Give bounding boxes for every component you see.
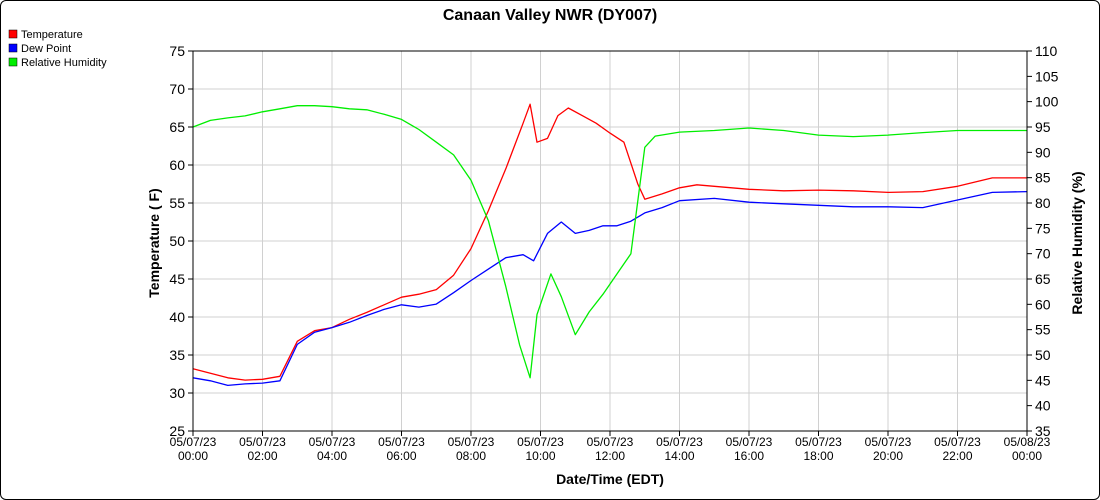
y-left-tick-label: 25 <box>169 423 185 439</box>
series-line-dew-point <box>192 190 1028 387</box>
y-right-tick-label: 45 <box>1035 372 1051 388</box>
y-left-tick-label: 55 <box>169 195 185 211</box>
legend-label-dew-point: Dew Point <box>21 43 71 55</box>
y-right-tick-label: 55 <box>1035 322 1051 338</box>
x-tick-time: 18:00 <box>803 449 833 463</box>
legend-swatch-relative-humidity <box>8 57 18 67</box>
x-tick-date: 05/07/23 <box>865 435 912 449</box>
y-left-tick-label: 65 <box>169 119 185 135</box>
x-tick-time: 16:00 <box>734 449 764 463</box>
y-right-tick-label: 85 <box>1035 170 1051 186</box>
chart-title: Canaan Valley NWR (DY007) <box>443 7 657 24</box>
x-axis-label: Date/Time (EDT) <box>556 471 664 487</box>
y-right-tick-label: 40 <box>1035 398 1051 414</box>
y-right-tick-label: 90 <box>1035 144 1051 160</box>
y-left-tick-label: 75 <box>169 43 185 59</box>
legend: Temperature Dew Point Relative Humidity <box>8 29 107 69</box>
grid <box>192 50 1028 432</box>
x-tick-time: 22:00 <box>942 449 972 463</box>
y-left-tick-label: 30 <box>169 385 185 401</box>
x-tick-time: 00:00 <box>1012 449 1042 463</box>
x-tick-date: 05/07/23 <box>170 435 217 449</box>
x-tick-date: 05/07/23 <box>309 435 356 449</box>
y-left-tick-label: 60 <box>169 157 185 173</box>
y-right-tick-label: 80 <box>1035 195 1051 211</box>
x-tick-date: 05/07/23 <box>378 435 425 449</box>
x-tick-date: 05/07/23 <box>587 435 634 449</box>
y-right-tick-label: 110 <box>1035 43 1058 59</box>
y-right-tick-label: 95 <box>1035 119 1051 135</box>
x-tick-date: 05/07/23 <box>448 435 495 449</box>
y-right-tick-label: 65 <box>1035 271 1051 287</box>
y-right-tick-label: 105 <box>1035 68 1059 84</box>
x-tick-time: 10:00 <box>525 449 555 463</box>
x-tick-time: 00:00 <box>178 449 208 463</box>
y-left-tick-label: 35 <box>169 347 185 363</box>
y-left-tick-label: 45 <box>169 271 185 287</box>
y-right-tick-label: 100 <box>1035 94 1059 110</box>
series-layer <box>192 103 1028 387</box>
y-left-tick-label: 70 <box>169 81 185 97</box>
y-axis-left-label: Temperature ( F) <box>146 188 162 297</box>
legend-swatch-temperature <box>8 29 18 39</box>
y-axis-right-label: Relative Humidity (%) <box>1069 171 1085 314</box>
y-right-tick-label: 50 <box>1035 347 1051 363</box>
x-tick-date: 05/07/23 <box>795 435 842 449</box>
legend-swatch-dew-point <box>8 43 18 53</box>
y-right-tick-label: 70 <box>1035 246 1051 262</box>
legend-label-relative-humidity: Relative Humidity <box>21 57 107 69</box>
x-tick-date: 05/07/23 <box>656 435 703 449</box>
y-right-tick-label: 35 <box>1035 423 1051 439</box>
y-right-tick-label: 60 <box>1035 296 1051 312</box>
x-tick-time: 08:00 <box>456 449 486 463</box>
x-tick-date: 05/07/23 <box>239 435 286 449</box>
x-tick-time: 20:00 <box>873 449 903 463</box>
x-tick-date: 05/08/23 <box>1004 435 1051 449</box>
x-tick-time: 02:00 <box>247 449 277 463</box>
x-tick-date: 05/07/23 <box>517 435 564 449</box>
x-tick-time: 06:00 <box>386 449 416 463</box>
series-line-relative-humidity <box>192 105 1027 379</box>
y-left-tick-label: 40 <box>169 309 185 325</box>
x-tick-date: 05/07/23 <box>726 435 773 449</box>
y-left-tick-label: 50 <box>169 233 185 249</box>
series-line-temperature <box>192 103 1027 381</box>
x-tick-time: 12:00 <box>595 449 625 463</box>
y-right-tick-label: 75 <box>1035 220 1051 236</box>
x-tick-time: 04:00 <box>317 449 347 463</box>
legend-label-temperature: Temperature <box>21 29 83 41</box>
x-tick-date: 05/07/23 <box>934 435 981 449</box>
x-tick-time: 14:00 <box>664 449 694 463</box>
ticks: 25 30 35 40 45 50 55 60 65 70 75 35 40 45 50 55 60 65 70 75… <box>169 43 1058 463</box>
